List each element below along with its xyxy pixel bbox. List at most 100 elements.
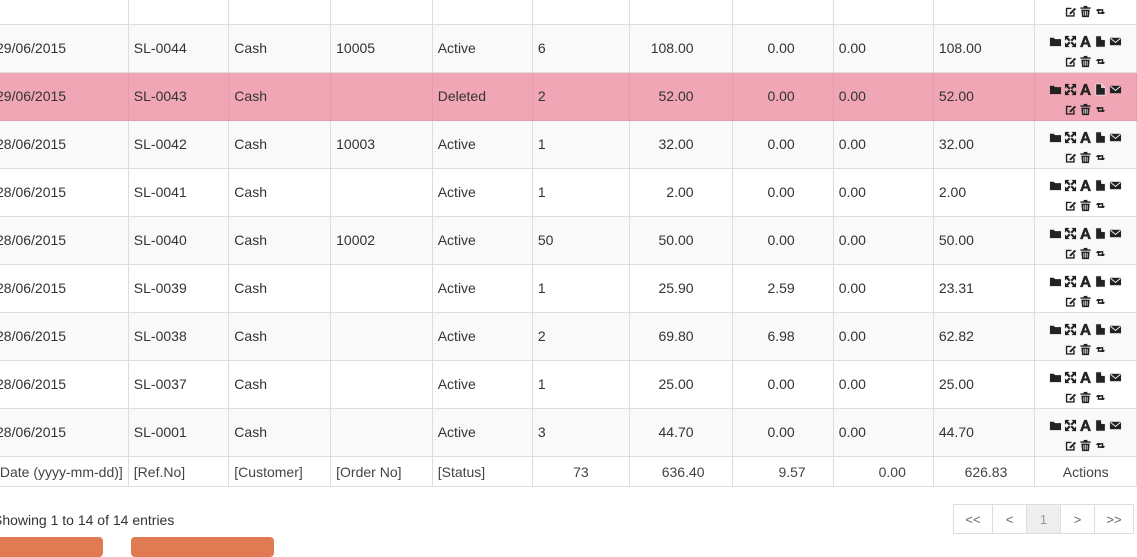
footer-ref-filter[interactable]: [Ref.No] — [127, 456, 230, 487]
font-icon[interactable] — [1079, 131, 1092, 144]
expand-icon[interactable] — [1064, 371, 1077, 384]
footer-customer-filter[interactable]: [Customer] — [228, 456, 332, 487]
table-row-deleted[interactable]: 29/06/2015 SL-0043 Cash Deleted 2 52.00 0.00 0.… — [0, 72, 1137, 121]
pagination-last-button[interactable]: >> — [1094, 504, 1134, 534]
folder-icon[interactable] — [1049, 275, 1062, 288]
expand-icon[interactable] — [1064, 323, 1077, 336]
table-row[interactable]: 28/06/2015 SL-0041 Cash Active 1 2.00 0.00 0.00… — [0, 168, 1137, 217]
table-row[interactable]: 28/06/2015 SL-0042 Cash 10003 Active 1 32.00 0.… — [0, 120, 1137, 169]
edit-icon[interactable] — [1064, 343, 1077, 356]
envelope-icon[interactable] — [1109, 275, 1122, 288]
footer-order-filter[interactable]: [Order No] — [330, 456, 433, 487]
font-icon[interactable] — [1079, 323, 1092, 336]
font-icon[interactable] — [1079, 227, 1092, 240]
table-row[interactable] — [0, 0, 1137, 25]
font-icon[interactable] — [1079, 35, 1092, 48]
pagination-first-button[interactable]: << — [953, 504, 993, 534]
cell-status: Active — [431, 312, 533, 361]
expand-icon[interactable] — [1064, 131, 1077, 144]
trash-icon[interactable] — [1079, 391, 1092, 404]
table-row[interactable]: 29/06/2015 SL-0044 Cash 10005 Active 6 108.00 0… — [0, 24, 1137, 73]
trash-icon[interactable] — [1079, 247, 1092, 260]
retweet-icon[interactable] — [1094, 439, 1107, 452]
retweet-icon[interactable] — [1094, 151, 1107, 164]
edit-icon[interactable] — [1064, 295, 1077, 308]
orange-button-left[interactable] — [0, 537, 103, 557]
folder-icon[interactable] — [1049, 419, 1062, 432]
retweet-icon[interactable] — [1094, 103, 1107, 116]
retweet-icon[interactable] — [1094, 343, 1107, 356]
file-icon[interactable] — [1094, 371, 1107, 384]
footer-date-filter[interactable]: [Date (yyyy-mm-dd)] — [0, 456, 129, 487]
trash-icon[interactable] — [1079, 199, 1092, 212]
font-icon[interactable] — [1079, 371, 1092, 384]
file-icon[interactable] — [1094, 227, 1107, 240]
edit-icon[interactable] — [1064, 103, 1077, 116]
file-icon[interactable] — [1094, 83, 1107, 96]
table-row[interactable]: 28/06/2015 SL-0040 Cash 10002 Active 50 50.00 0… — [0, 216, 1137, 265]
envelope-icon[interactable] — [1109, 227, 1122, 240]
file-icon[interactable] — [1094, 419, 1107, 432]
trash-icon[interactable] — [1079, 103, 1092, 116]
file-icon[interactable] — [1094, 179, 1107, 192]
trash-icon[interactable] — [1079, 343, 1092, 356]
envelope-icon[interactable] — [1109, 83, 1122, 96]
expand-icon[interactable] — [1064, 83, 1077, 96]
envelope-icon[interactable] — [1109, 323, 1122, 336]
envelope-icon[interactable] — [1109, 131, 1122, 144]
expand-icon[interactable] — [1064, 419, 1077, 432]
trash-icon[interactable] — [1079, 295, 1092, 308]
expand-icon[interactable] — [1064, 35, 1077, 48]
edit-icon[interactable] — [1064, 199, 1077, 212]
folder-icon[interactable] — [1049, 131, 1062, 144]
expand-icon[interactable] — [1064, 227, 1077, 240]
font-icon[interactable] — [1079, 419, 1092, 432]
pagination-next-button[interactable]: > — [1060, 504, 1095, 534]
table-row[interactable]: 28/06/2015 SL-0038 Cash Active 2 69.80 6.98 0.0… — [0, 312, 1137, 361]
trash-icon[interactable] — [1079, 439, 1092, 452]
folder-icon[interactable] — [1049, 179, 1062, 192]
font-icon[interactable] — [1079, 83, 1092, 96]
envelope-icon[interactable] — [1109, 371, 1122, 384]
retweet-icon[interactable] — [1094, 199, 1107, 212]
footer-status-filter[interactable]: [Status] — [431, 456, 533, 487]
edit-icon[interactable] — [1064, 55, 1077, 68]
cell-net: 25.00 — [932, 360, 1036, 409]
expand-icon[interactable] — [1064, 179, 1077, 192]
retweet-icon[interactable] — [1094, 5, 1107, 18]
edit-icon[interactable] — [1064, 439, 1077, 452]
retweet-icon[interactable] — [1094, 247, 1107, 260]
envelope-icon[interactable] — [1109, 179, 1122, 192]
folder-icon[interactable] — [1049, 227, 1062, 240]
font-icon[interactable] — [1079, 275, 1092, 288]
folder-icon[interactable] — [1049, 35, 1062, 48]
font-icon[interactable] — [1079, 179, 1092, 192]
file-icon[interactable] — [1094, 35, 1107, 48]
folder-icon[interactable] — [1049, 323, 1062, 336]
trash-icon[interactable] — [1079, 5, 1092, 18]
retweet-icon[interactable] — [1094, 391, 1107, 404]
edit-icon[interactable] — [1064, 151, 1077, 164]
folder-icon[interactable] — [1049, 371, 1062, 384]
table-row[interactable]: 28/06/2015 SL-0001 Cash Active 3 44.70 0.00 0.0… — [0, 408, 1137, 457]
file-icon[interactable] — [1094, 131, 1107, 144]
file-icon[interactable] — [1094, 323, 1107, 336]
envelope-icon[interactable] — [1109, 35, 1122, 48]
retweet-icon[interactable] — [1094, 55, 1107, 68]
edit-icon[interactable] — [1064, 5, 1077, 18]
edit-icon[interactable] — [1064, 391, 1077, 404]
retweet-icon[interactable] — [1094, 295, 1107, 308]
pagination-prev-button[interactable]: < — [992, 504, 1027, 534]
trash-icon[interactable] — [1079, 151, 1092, 164]
edit-icon[interactable] — [1064, 247, 1077, 260]
expand-icon[interactable] — [1064, 275, 1077, 288]
trash-icon[interactable] — [1079, 55, 1092, 68]
envelope-icon[interactable] — [1109, 419, 1122, 432]
orange-button-right[interactable] — [131, 537, 274, 557]
cell-total: 25.00 — [629, 360, 733, 409]
file-icon[interactable] — [1094, 275, 1107, 288]
folder-icon[interactable] — [1049, 83, 1062, 96]
table-row[interactable]: 28/06/2015 SL-0037 Cash Active 1 25.00 0.00 0.0… — [0, 360, 1137, 409]
pagination-page-1[interactable]: 1 — [1026, 504, 1061, 534]
table-row[interactable]: 28/06/2015 SL-0039 Cash Active 1 25.90 2.59 0.0… — [0, 264, 1137, 313]
